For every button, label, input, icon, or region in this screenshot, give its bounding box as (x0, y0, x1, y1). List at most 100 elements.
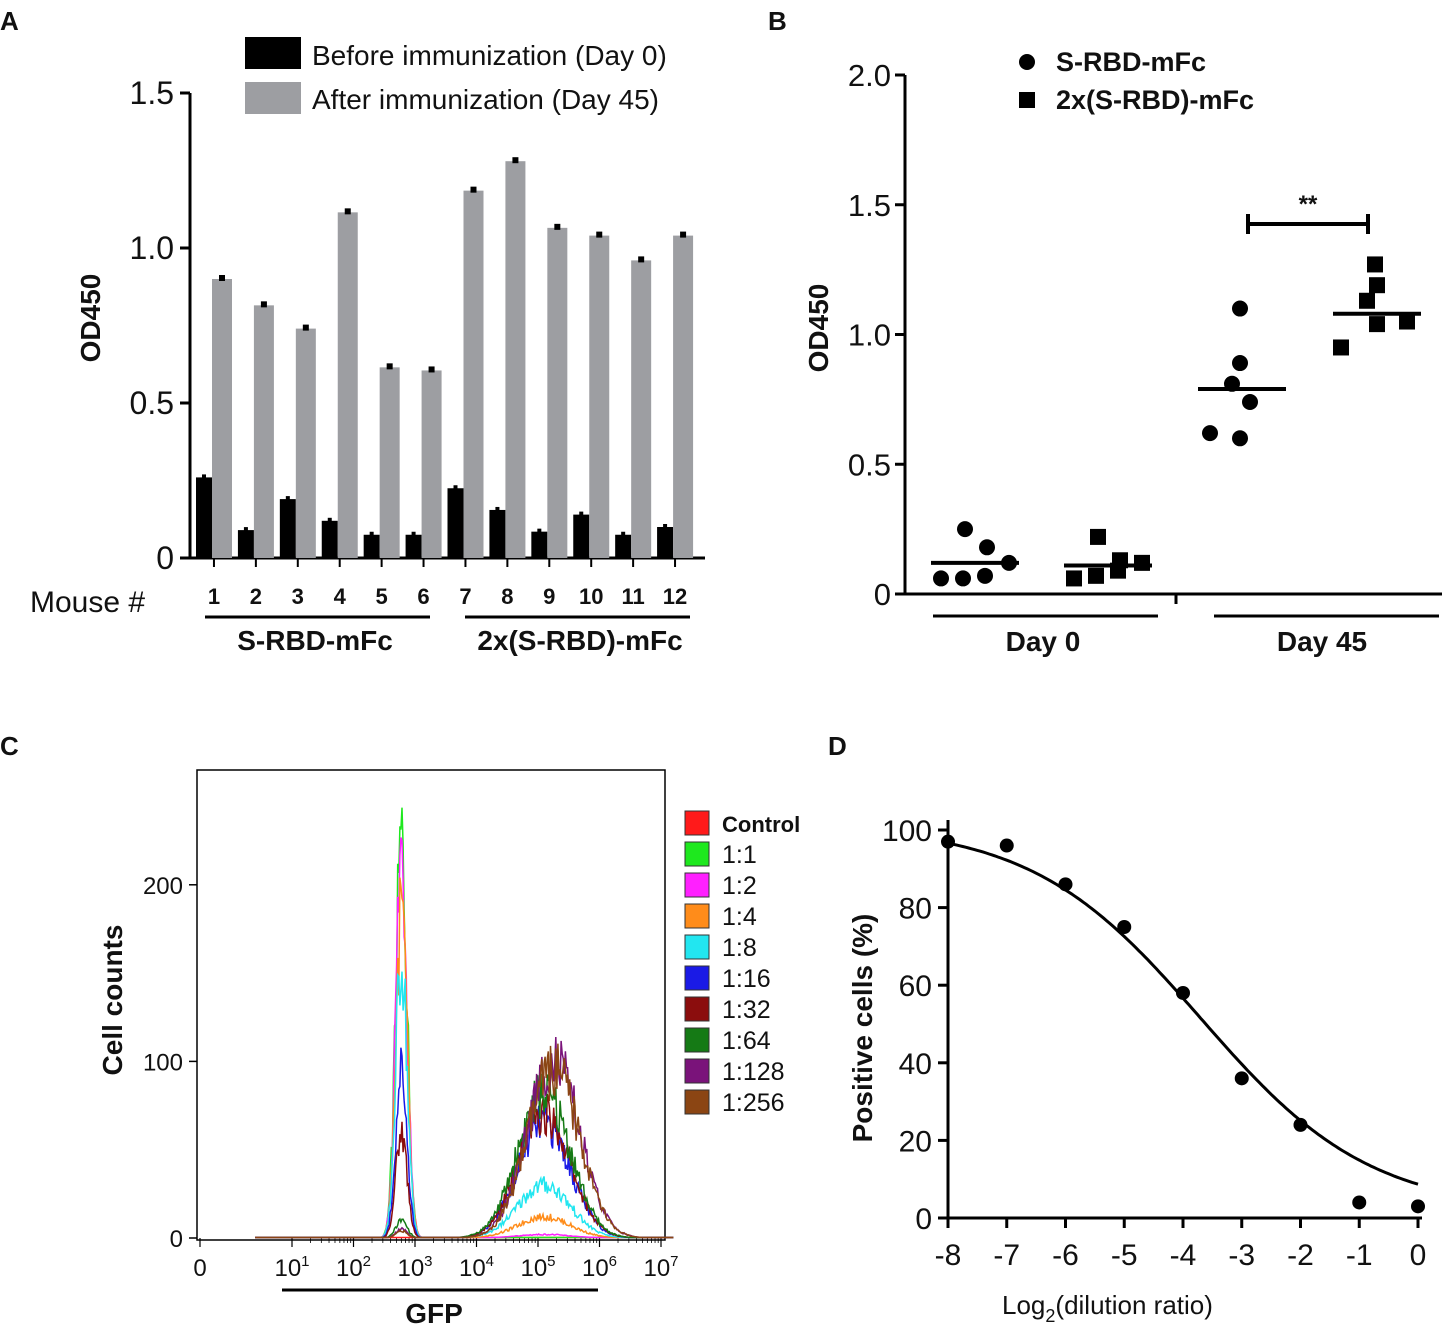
data-point-circle (933, 570, 949, 587)
data-point-square (1066, 570, 1082, 587)
xlabel-tail: (dilution ratio) (1055, 1290, 1213, 1320)
b-ytick-label: 1.0 (848, 318, 891, 353)
errorbar-after (470, 186, 477, 193)
legend-label: 1:8 (722, 934, 757, 962)
errorbar-after (344, 208, 351, 215)
errorbar-after (386, 363, 393, 370)
bar-after (421, 370, 442, 558)
c-xtick-exponent: 5 (547, 1253, 555, 1270)
bar-before (279, 499, 296, 558)
data-point-square (1369, 316, 1385, 333)
a-ytick-label: 1.0 (130, 230, 174, 266)
panel-b-chart: S-RBD-mFc 2x(S-RBD)-mFc OD450 0 0.5 1.0 1.5… (803, 47, 1442, 657)
a-xtick-label: 12 (663, 584, 687, 609)
data-point (1058, 877, 1073, 892)
panel-d-ylabel: Positive cells (%) (847, 914, 878, 1143)
a-xtick-label: 7 (459, 584, 471, 609)
histogram-curve (255, 1070, 674, 1239)
data-point-circle (955, 570, 971, 587)
c-xtick-exponent: 7 (670, 1253, 678, 1270)
b-ytick-label: 0 (874, 577, 891, 612)
bar-after (631, 260, 652, 558)
legend-swatch (684, 841, 710, 867)
legend-swatch (684, 872, 710, 898)
bar-before (405, 534, 422, 558)
a-ytick-label: 1.5 (130, 75, 174, 111)
bar-before (615, 534, 632, 558)
d-ytick-label: 0 (915, 1203, 932, 1236)
panel-d-xlabel: Log2(dilution ratio) (1002, 1290, 1213, 1326)
data-point-square (1134, 554, 1150, 571)
c-xtick-label: 0 (193, 1255, 206, 1282)
a-xtick-label: 5 (376, 584, 388, 609)
bar-before (196, 477, 212, 558)
c-ytick-label: 0 (170, 1226, 183, 1253)
data-point (1117, 920, 1132, 934)
bar-before (657, 527, 674, 558)
bar-after (673, 235, 694, 558)
legend-swatch-before (245, 37, 301, 69)
panel-label-a: A (0, 6, 19, 36)
histogram-curve (255, 877, 674, 1239)
c-xtick-base: 10 (643, 1255, 670, 1282)
d-ytick-label: 80 (899, 893, 932, 926)
data-point-circle (1232, 355, 1248, 372)
c-ytick-label: 200 (143, 873, 183, 900)
d-xtick-label: -7 (993, 1239, 1020, 1272)
legend-label: 1:128 (722, 1058, 785, 1086)
fit-curve (947, 841, 1419, 1186)
d-ytick-label: 100 (882, 815, 932, 848)
c-xtick-exponent: 1 (301, 1253, 309, 1270)
bar-before (321, 520, 338, 558)
a-xtick-label: 6 (417, 584, 429, 609)
c-xtick-label: 105 (520, 1253, 555, 1282)
c-xtick-label: 102 (336, 1253, 371, 1282)
d-xtick-label: -1 (1346, 1239, 1373, 1272)
legend-label: Control (722, 812, 800, 837)
panel-c-xlabel: GFP (405, 1298, 463, 1329)
errorbar-after (302, 324, 309, 331)
legend-swatch (684, 903, 710, 929)
errorbar-after (638, 256, 645, 263)
data-point-circle (1242, 393, 1258, 410)
data-point-square (1333, 339, 1349, 356)
data-point (1234, 1071, 1249, 1086)
legend-label: 1:2 (722, 872, 757, 900)
legend-swatch (684, 934, 710, 960)
legend-swatch (684, 1058, 710, 1084)
data-point-circle (977, 567, 993, 584)
c-xtick-label: 107 (643, 1253, 678, 1282)
legend-before-label: Before immunization (Day 0) (312, 40, 667, 71)
d-ytick-label: 60 (899, 970, 932, 1003)
data-point (1176, 985, 1190, 1000)
a-ytick-label: 0.5 (130, 385, 174, 421)
panel-b-ylabel: OD450 (803, 284, 834, 373)
panel-a-ylabel: OD450 (75, 274, 106, 363)
panel-label-d: D (828, 731, 847, 761)
d-xtick-label: -5 (1111, 1239, 1138, 1272)
legend-swatch (684, 965, 710, 991)
d-xtick-label: -4 (1170, 1239, 1197, 1272)
bar-after (295, 328, 316, 558)
data-point-square (1367, 256, 1383, 273)
a-ytick-label: 0 (156, 540, 174, 576)
panel-a-chart: Before immunization (Day 0) After immuni… (30, 37, 705, 656)
legend-swatch (684, 1027, 710, 1053)
data-point-circle (1232, 300, 1248, 317)
panel-c-ylabel: Cell counts (97, 925, 128, 1076)
bar-after (505, 161, 526, 558)
a-xtick-label: 11 (621, 584, 644, 609)
legend-swatch (684, 810, 710, 836)
data-point-square (1088, 567, 1104, 584)
data-point-circle (1202, 425, 1218, 442)
data-point (1411, 1199, 1425, 1214)
bar-after (463, 190, 484, 558)
c-xtick-label: 101 (274, 1253, 309, 1282)
d-ytick-label: 20 (899, 1125, 932, 1158)
histogram-curve (255, 1036, 674, 1239)
a-xtick-label: 2 (250, 584, 262, 609)
histogram-curve (255, 837, 674, 1239)
day0-label: Day 0 (1006, 626, 1081, 657)
c-xtick-base: 0 (193, 1255, 206, 1282)
